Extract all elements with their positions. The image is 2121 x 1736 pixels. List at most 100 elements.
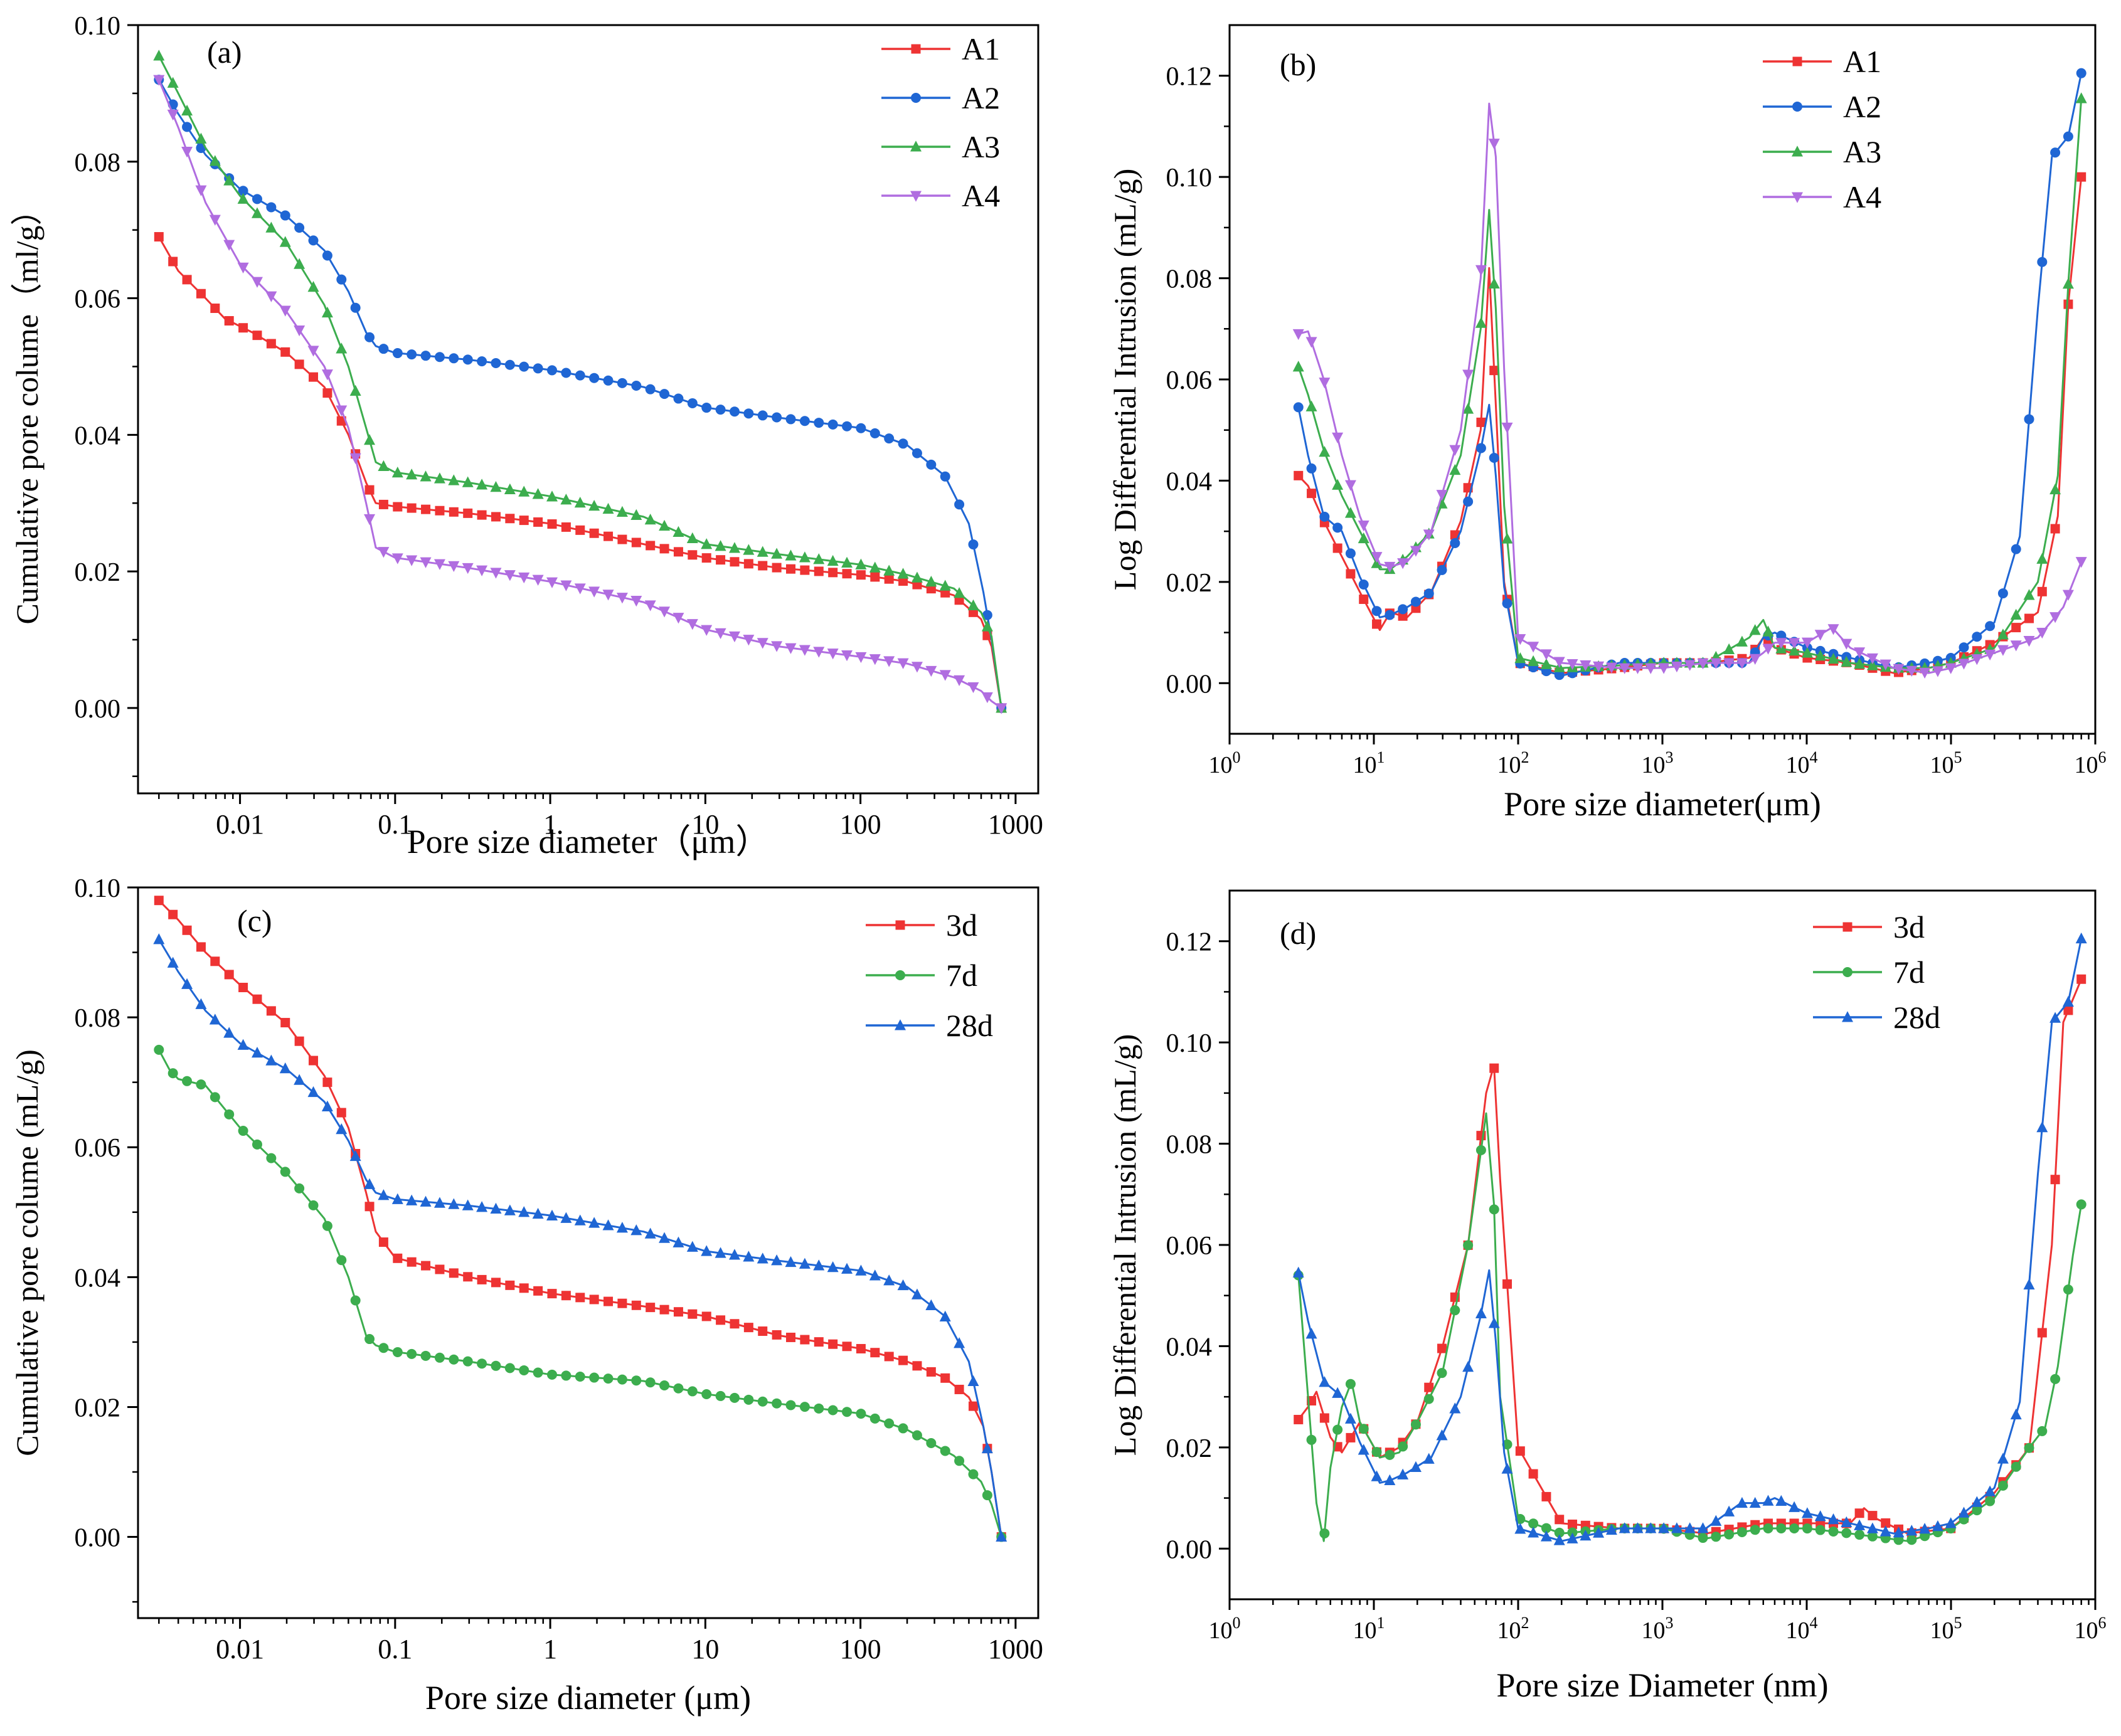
- panel-a-point-A2: [336, 274, 347, 285]
- panel-d-point-7d: [1306, 1434, 1317, 1445]
- panel-b-point-A4: [1671, 661, 1682, 673]
- panel-d-point-7d: [1802, 1523, 1812, 1534]
- panel-b-series-A2: [1293, 68, 2086, 680]
- panel-a-point-A2: [266, 202, 277, 213]
- panel-a-point-A1: [266, 339, 276, 349]
- panel-c-x-tick-label: 0.01: [216, 1634, 264, 1665]
- panel-c-point-3d: [336, 1108, 346, 1118]
- panel-d-point-7d: [1867, 1531, 1878, 1542]
- panel-a-point-A1: [646, 541, 656, 551]
- panel-a-point-A1: [477, 510, 487, 520]
- panel-b-point-A4: [1566, 659, 1578, 670]
- panel-a-point-A2: [407, 349, 417, 360]
- panel-b-legend-marker: [1792, 56, 1802, 66]
- panel-a-point-A4: [490, 568, 502, 579]
- panel-c-point-3d: [533, 1286, 543, 1296]
- panel-b-point-A1: [1476, 417, 1486, 427]
- panel-c-point-7d: [308, 1200, 319, 1210]
- panel-c-point-28d: [981, 1442, 993, 1454]
- panel-a-point-A2: [631, 380, 642, 391]
- panel-a-point-A4: [841, 650, 853, 662]
- panel-a-point-A4: [504, 570, 516, 581]
- panel-b-point-A3: [1449, 463, 1461, 475]
- panel-a-point-A2: [434, 352, 445, 363]
- panel-d-point-3d: [1868, 1511, 1878, 1521]
- panel-d-point-7d: [1724, 1529, 1735, 1540]
- panel-b-point-A4: [1827, 624, 1839, 635]
- panel-c-point-7d: [589, 1372, 600, 1383]
- panel-c-point-7d: [491, 1360, 501, 1371]
- panel-b-legend-label: A2: [1843, 89, 1881, 124]
- panel-c-point-28d: [672, 1236, 684, 1247]
- panel-d-point-3d: [1319, 1413, 1329, 1423]
- panel-b-legend-label: A4: [1843, 179, 1881, 214]
- panel-d-point-28d: [2023, 1278, 2035, 1289]
- panel-b-point-A4: [1619, 663, 1630, 674]
- panel-d-point-7d: [1358, 1424, 1369, 1434]
- panel-c-point-3d: [309, 1056, 319, 1066]
- panel-d-point-28d: [1528, 1527, 1539, 1538]
- panel-a-point-A4: [420, 557, 432, 568]
- panel-a-point-A3: [925, 576, 937, 587]
- panel-c-point-3d: [800, 1335, 810, 1345]
- panel-a-point-A3: [644, 513, 656, 525]
- panel-c-point-3d: [898, 1355, 908, 1365]
- panel-d-legend-item-3d: 3d: [1813, 909, 1925, 945]
- panel-b-point-A3: [2010, 608, 2022, 620]
- panel-a-point-A4: [701, 625, 713, 636]
- panel-d-point-7d: [1972, 1505, 1982, 1516]
- panel-b-point-A2: [1437, 564, 1447, 575]
- panel-a-point-A3: [588, 499, 600, 511]
- panel-b-y-tick-label: 0.04: [1166, 467, 1213, 496]
- panel-d-x-tick-label: 105: [1930, 1614, 1962, 1644]
- panel-d-point-7d: [1736, 1527, 1747, 1537]
- panel-c-point-7d: [477, 1358, 487, 1369]
- panel-c-point-7d: [434, 1352, 445, 1363]
- panel-d-point-28d: [1292, 1266, 1304, 1278]
- panel-c-point-7d: [252, 1139, 262, 1150]
- panel-a-point-A4: [181, 146, 193, 158]
- panel-b-point-A4: [1645, 663, 1657, 674]
- panel-a-point-A1: [463, 508, 473, 518]
- panel-a-point-A4: [630, 596, 642, 607]
- panel-a-legend-item-A2: A2: [881, 80, 1000, 115]
- panel-b-x-tick-label: 102: [1497, 748, 1529, 778]
- panel-a-point-A2: [182, 122, 193, 132]
- panel-a-point-A4: [336, 405, 348, 416]
- panel-c-point-7d: [561, 1370, 571, 1381]
- panel-a-point-A3: [420, 470, 432, 482]
- panel-b-legend-item-A4: A4: [1763, 179, 1881, 214]
- panel-b-point-A4: [1488, 139, 1500, 150]
- panel-b-point-A2: [1554, 670, 1565, 680]
- panel-c-point-3d: [435, 1264, 445, 1274]
- panel-a-point-A1: [898, 576, 908, 586]
- panel-a-point-A2: [715, 405, 726, 415]
- panel-c-point-28d: [181, 978, 193, 989]
- panel-c-point-7d: [392, 1347, 403, 1357]
- panel-d-point-28d: [1971, 1496, 1983, 1507]
- panel-c-point-28d: [588, 1217, 600, 1228]
- panel-b-point-A1: [1398, 611, 1408, 621]
- panel-a-point-A4: [153, 75, 165, 86]
- panel-a-point-A1: [210, 304, 220, 314]
- panel-d-point-28d: [1879, 1525, 1891, 1537]
- panel-c-point-28d: [321, 1100, 333, 1111]
- panel-a-point-A1: [856, 570, 866, 580]
- panel-c-point-3d: [407, 1257, 417, 1267]
- panel-a-point-A4: [644, 600, 656, 611]
- panel-c-series-line-28d: [158, 939, 1002, 1537]
- panel-c-minor-ticks: [158, 1618, 1009, 1624]
- panel-a-point-A4: [349, 453, 361, 464]
- panel-a-point-A3: [406, 468, 418, 480]
- panel-a-point-A3: [518, 485, 530, 497]
- panel-b-x-tick-label: 103: [1642, 748, 1674, 778]
- panel-c-point-28d: [490, 1202, 502, 1214]
- panel-a-point-A4: [743, 635, 755, 646]
- panel-b-x-tick-label: 101: [1353, 748, 1385, 778]
- panel-a-point-A3: [532, 488, 544, 499]
- panel-c-point-3d: [294, 1036, 304, 1046]
- panel-a-point-A2: [617, 378, 627, 388]
- panel-d-annotation: (d): [1280, 916, 1316, 951]
- panel-c-point-28d: [686, 1241, 698, 1252]
- panel-a-point-A4: [785, 643, 797, 654]
